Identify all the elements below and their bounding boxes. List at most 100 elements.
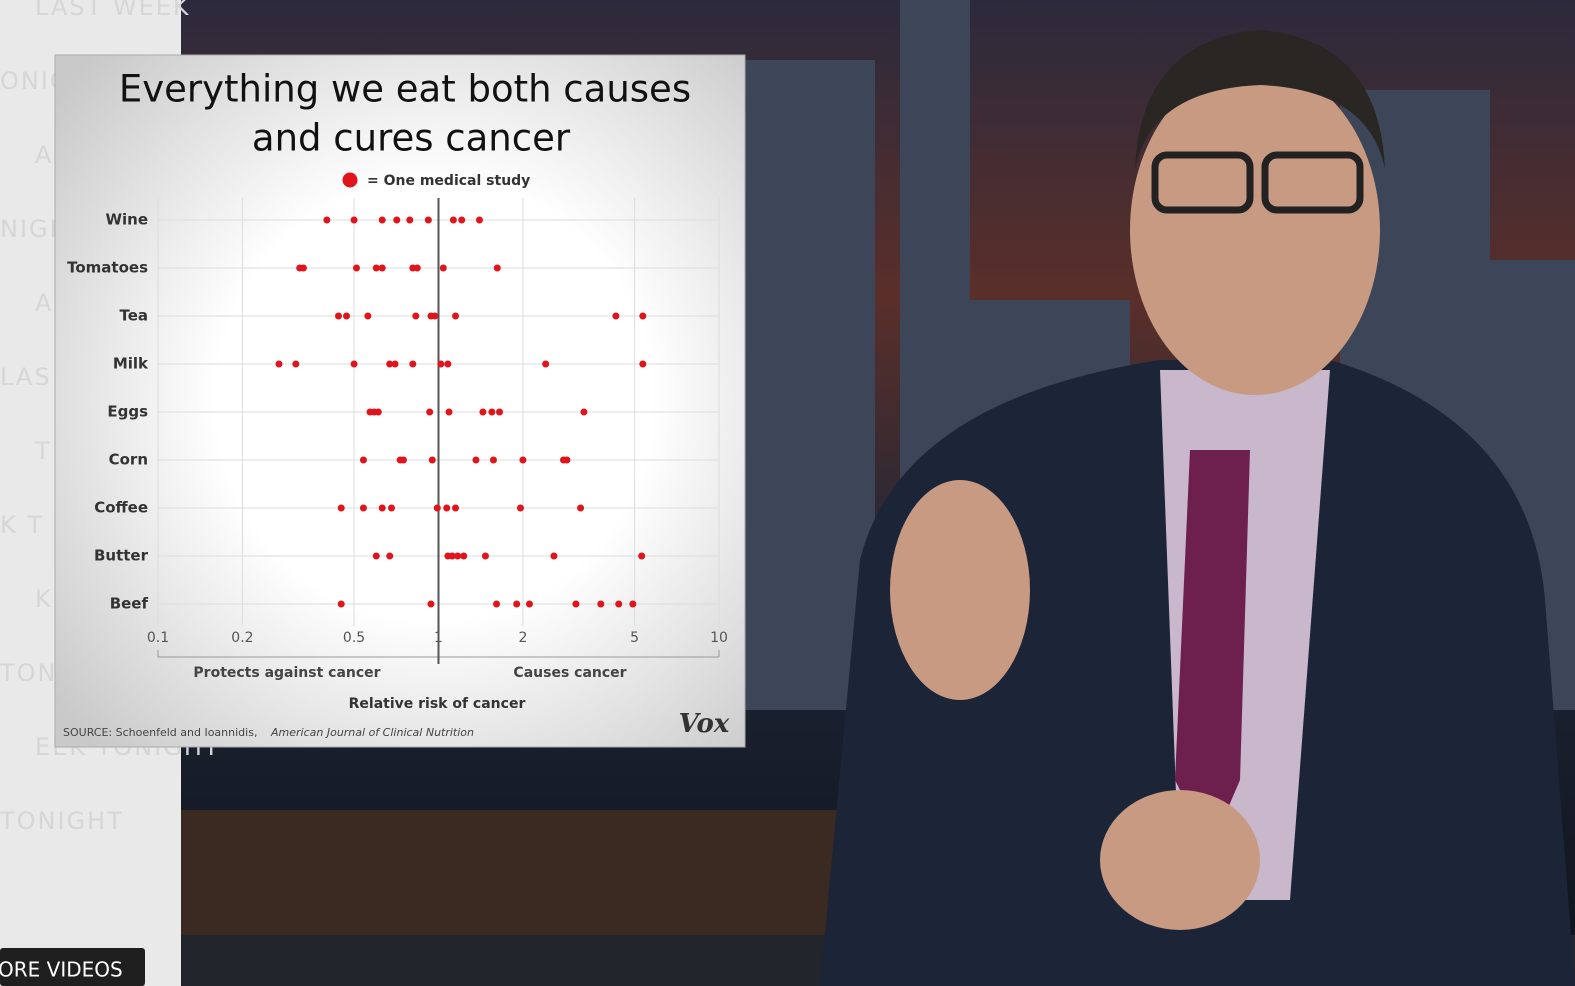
x-tick-label: 0.2 [231,630,253,646]
y-category-label: Corn [109,451,148,469]
study-dot [577,504,585,512]
x-tick-label: 0.5 [343,630,365,646]
y-category-label: Wine [105,211,148,229]
study-dot [359,504,367,512]
x-tick-label: 2 [518,630,527,646]
study-dot [472,456,480,464]
study-dot [388,504,396,512]
study-dot [374,408,382,416]
study-dot [639,312,647,320]
legend-label: = One medical study [367,173,530,189]
study-dot [378,216,386,224]
chart-card [54,54,746,748]
study-dot [393,216,401,224]
y-category-label: Butter [94,547,149,565]
study-dot [542,360,550,368]
x-tick-label: 5 [630,630,639,646]
study-dot [413,264,421,272]
x-axis-title: Relative risk of cancer [349,696,526,712]
legend-marker [342,172,358,188]
study-dot [452,504,460,512]
x-tick-label: 10 [710,630,728,646]
study-dot [580,408,588,416]
study-dot [489,456,497,464]
logo: Vox [679,709,730,739]
x-note: Causes cancer [513,665,626,681]
study-dot [448,552,456,560]
study-dot [431,312,439,320]
study-dot [359,456,367,464]
study-dot [292,360,300,368]
study-dot [629,600,637,608]
study-dot [386,552,394,560]
study-dot [516,504,524,512]
more-videos-button[interactable] [0,948,145,986]
study-dot [493,600,501,608]
study-dot [638,552,646,560]
study-dot [428,456,436,464]
y-category-label: Tea [119,307,148,325]
study-dot [496,408,504,416]
study-dot [391,360,399,368]
study-dot [481,552,489,560]
study-dot [615,600,623,608]
study-dot [424,216,432,224]
study-dot [612,312,620,320]
study-dot [412,312,420,320]
study-dot [350,216,358,224]
study-dot [449,216,457,224]
study-dot [488,408,496,416]
study-dot [323,216,331,224]
study-dot [439,264,447,272]
study-dot [334,312,342,320]
study-dot [572,600,580,608]
study-dot [427,600,435,608]
watermark: LAST WEEK [35,0,191,21]
watermark: LAS [0,363,52,391]
study-dot [406,216,414,224]
study-dot [519,456,527,464]
study-dot [493,264,501,272]
study-dot [458,216,466,224]
source: SOURCE: Schoenfeld and Ioannidis, [63,726,257,739]
study-dot [475,216,483,224]
study-dot [454,552,462,560]
study-dot [299,264,307,272]
study-dot [399,456,407,464]
study-dot [525,600,533,608]
study-dot [372,552,380,560]
study-dot [513,600,521,608]
study-dot [378,264,386,272]
study-dot [409,360,417,368]
watermark: K T [0,511,44,539]
study-dot [372,264,380,272]
study-dot [452,312,460,320]
study-dot [337,504,345,512]
study-dot [350,360,358,368]
study-dot [550,552,558,560]
study-dot [343,312,351,320]
study-dot [275,360,283,368]
study-dot [563,456,571,464]
study-dot [352,264,360,272]
study-dot [378,504,386,512]
study-dot [426,408,434,416]
y-category-label: Beef [110,595,149,613]
study-dot [443,504,451,512]
y-category-label: Coffee [94,499,148,517]
study-dot [364,312,372,320]
study-dot [479,408,487,416]
host [820,30,1575,986]
y-category-label: Tomatoes [67,259,148,277]
study-dot [337,600,345,608]
study-dot [445,408,453,416]
source-journal: American Journal of Clinical Nutrition [270,726,474,739]
study-dot [460,552,468,560]
watermark: TONIGHT [0,807,124,835]
x-tick-label: 0.1 [147,630,169,646]
more-videos-label[interactable]: ORE VIDEOS [0,958,123,982]
x-note: Protects against cancer [193,665,380,681]
study-dot [433,504,441,512]
